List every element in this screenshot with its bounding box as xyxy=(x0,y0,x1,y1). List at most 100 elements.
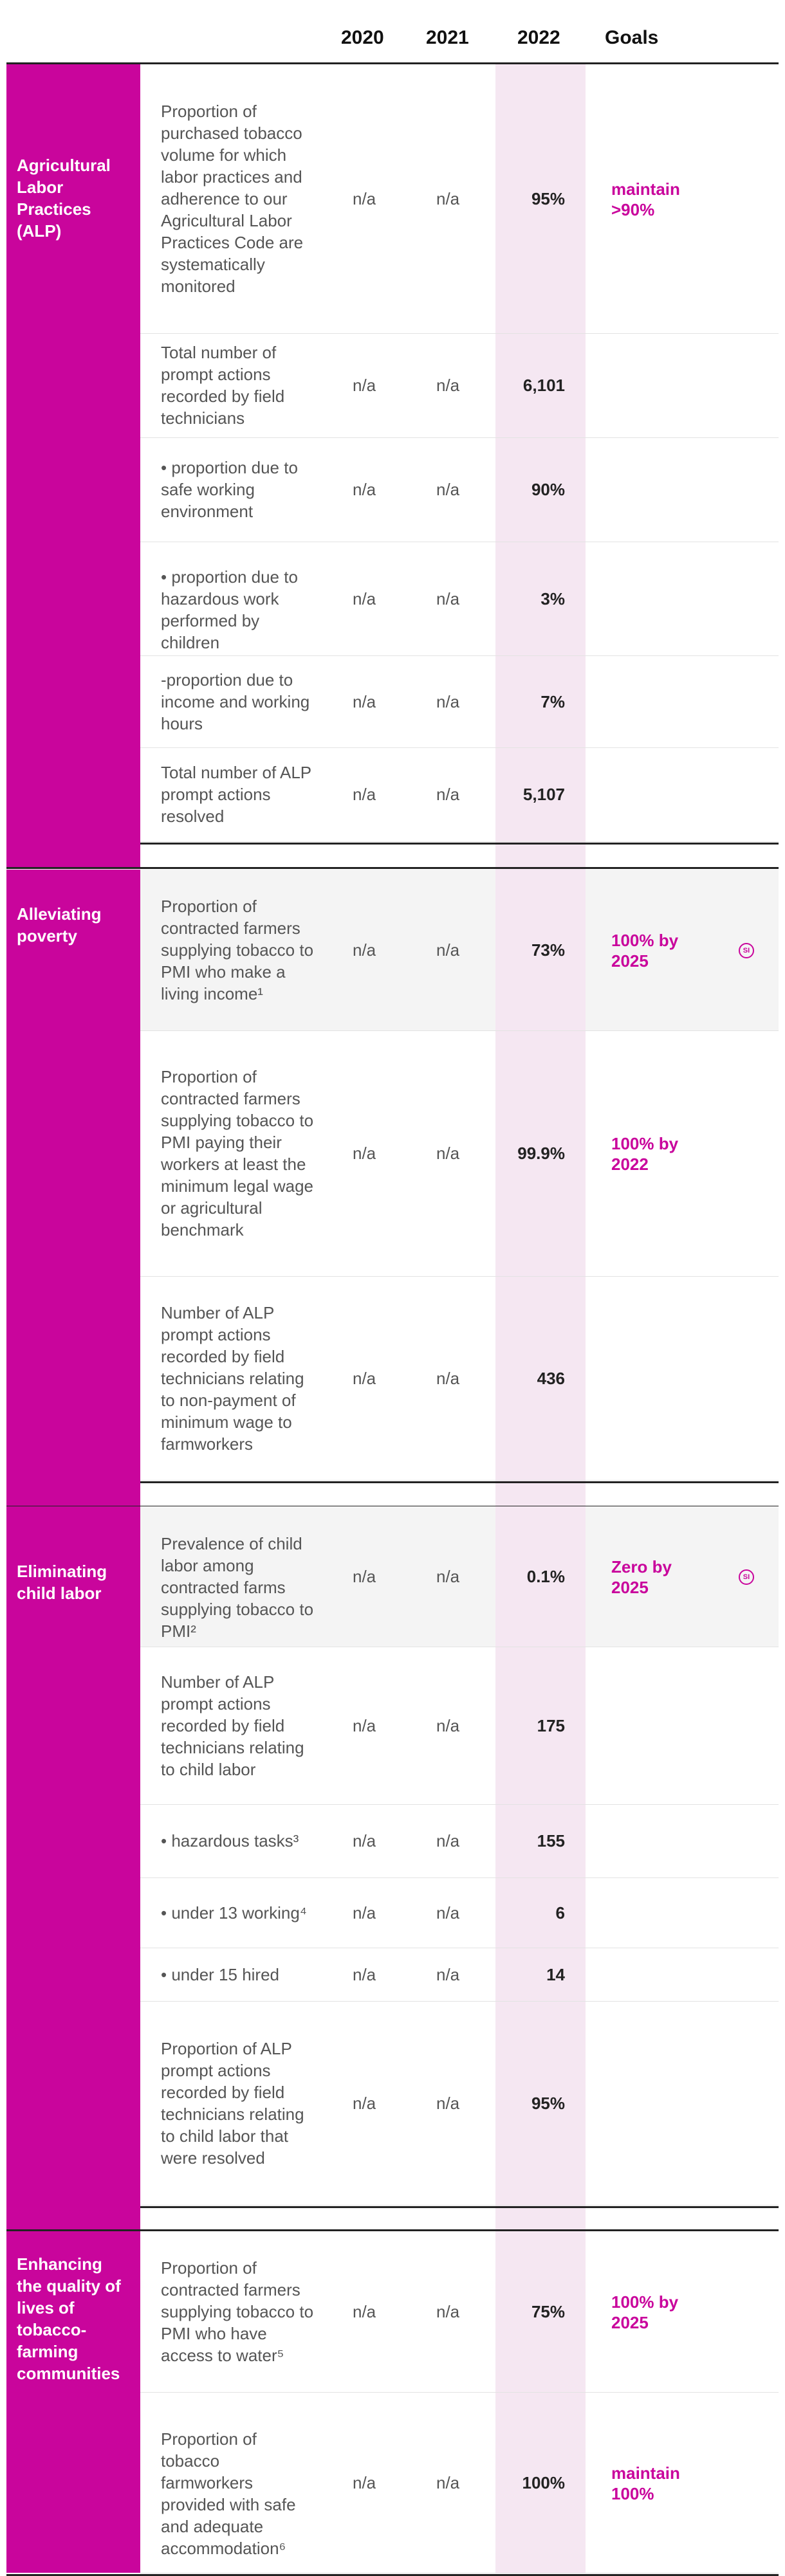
value-2020: n/a xyxy=(353,1715,376,1735)
value-2021: n/a xyxy=(436,2093,460,2113)
row-description: Proportion of purchased tobacco volume f… xyxy=(161,102,304,296)
value-2022: 95% xyxy=(531,189,565,208)
value-2021: n/a xyxy=(436,189,460,208)
value-2020: n/a xyxy=(353,1964,376,1984)
section-divider xyxy=(6,2229,779,2231)
goal-text: 100% by 2022 xyxy=(611,1134,679,1174)
sdg-icon: SI xyxy=(739,943,754,958)
value-2020: n/a xyxy=(353,2302,376,2321)
table-row: Proportion of ALP prompt actions recorde… xyxy=(140,2001,779,2206)
table-row: • proportion due to hazardous work perfo… xyxy=(140,542,779,656)
row-description: Proportion of tobacco farmworkers provid… xyxy=(161,2429,296,2558)
value-2021: n/a xyxy=(436,589,460,608)
category-cell: Alleviating poverty xyxy=(6,870,140,1480)
category-label: Agricultural Labor Practices (ALP) xyxy=(17,156,111,241)
value-2021: n/a xyxy=(436,2472,460,2492)
column-2022-highlight xyxy=(495,870,586,1030)
section: Eliminating child labor Prevalence of chi… xyxy=(6,1506,779,2206)
value-2020: n/a xyxy=(353,1567,376,1586)
column-2022-highlight xyxy=(495,1506,586,1647)
value-2022: 95% xyxy=(531,2093,565,2113)
value-2020: n/a xyxy=(353,189,376,208)
value-2022: 436 xyxy=(537,1368,565,1388)
row-description: • under 15 hired xyxy=(161,1964,280,1984)
value-2020: n/a xyxy=(353,785,376,804)
header-divider xyxy=(6,62,779,64)
row-description: Proportion of ALP prompt actions recorde… xyxy=(161,2038,304,2168)
row-description: Total number of ALP prompt actions resol… xyxy=(161,763,311,826)
value-2021: n/a xyxy=(436,1567,460,1586)
section-divider xyxy=(6,843,779,845)
section-divider xyxy=(6,2206,779,2208)
value-2021: n/a xyxy=(436,2302,460,2321)
value-2021: n/a xyxy=(436,1715,460,1735)
value-2022: 73% xyxy=(531,940,565,960)
section: Enhancing the quality of lives of tobacc… xyxy=(6,2231,779,2573)
value-2022: 7% xyxy=(540,691,565,711)
value-2021: n/a xyxy=(436,480,460,499)
value-2020: n/a xyxy=(353,2472,376,2492)
value-2022: 3% xyxy=(540,589,565,608)
value-2020: n/a xyxy=(353,691,376,711)
table-row: Number of ALP prompt actions recorded by… xyxy=(140,1647,779,1805)
category-cell: Eliminating child labor xyxy=(6,1506,140,2205)
value-2021: n/a xyxy=(436,1964,460,1984)
value-2022: 100% xyxy=(522,2472,566,2492)
table-row: • under 13 working⁴ n/a n/a 6 xyxy=(140,1877,779,1948)
value-2020: n/a xyxy=(353,589,376,608)
table-row: -proportion due to income and working ho… xyxy=(140,655,779,748)
category-label: Enhancing the quality of lives of tobacc… xyxy=(17,2254,121,2383)
value-2022: 5,107 xyxy=(522,785,565,804)
category-cell: Agricultural Labor Practices (ALP) xyxy=(6,64,140,841)
table-row: • hazardous tasks³ n/a n/a 155 xyxy=(140,1804,779,1878)
column-2022-highlight xyxy=(495,64,586,2573)
section: Alleviating poverty Proportion of contrac… xyxy=(6,870,779,1481)
table-row: Proportion of purchased tobacco volume f… xyxy=(140,64,779,334)
row-description: -proportion due to income and working ho… xyxy=(161,670,310,733)
table-header: 2020 2021 2022 Goals xyxy=(6,0,779,64)
value-2020: n/a xyxy=(353,1368,376,1388)
row-description: • proportion due to safe working environ… xyxy=(161,458,298,521)
header-2022: 2022 xyxy=(517,27,560,48)
value-2020: n/a xyxy=(353,1144,376,1163)
value-2020: n/a xyxy=(353,940,376,960)
section-gap xyxy=(6,2205,140,2229)
row-description: Number of ALP prompt actions recorded by… xyxy=(161,1302,304,1454)
value-2020: n/a xyxy=(353,1831,376,1850)
goal-text: maintain 100% xyxy=(611,2463,680,2503)
header-2020: 2020 xyxy=(341,27,384,48)
value-2021: n/a xyxy=(436,1831,460,1850)
value-2022: 75% xyxy=(531,2302,565,2321)
value-2020: n/a xyxy=(353,2093,376,2113)
value-2022: 90% xyxy=(531,480,565,499)
goal-text: maintain >90% xyxy=(611,179,680,219)
row-description: Proportion of contracted farmers supplyi… xyxy=(161,1067,314,1239)
row-description: Number of ALP prompt actions recorded by… xyxy=(161,1672,304,1779)
value-2022: 155 xyxy=(537,1831,565,1850)
table-row: • under 15 hired n/a n/a 14 xyxy=(140,1948,779,2002)
row-description: • hazardous tasks³ xyxy=(161,1831,299,1850)
table-row: Proportion of tobacco farmworkers provid… xyxy=(140,2392,779,2573)
table-row: Prevalence of child labor among contract… xyxy=(140,1506,779,1647)
table-row: Proportion of contracted farmers supplyi… xyxy=(140,1030,779,1277)
section-gap xyxy=(6,1480,140,1506)
row-description: • under 13 working⁴ xyxy=(161,1903,307,1923)
value-2021: n/a xyxy=(436,940,460,960)
row-description: • proportion due to hazardous work perfo… xyxy=(161,567,298,652)
table-row: Total number of ALP prompt actions resol… xyxy=(140,747,779,842)
value-2022: 99.9% xyxy=(517,1144,565,1163)
category-cell: Enhancing the quality of lives of tobacc… xyxy=(6,2231,140,2573)
value-2021: n/a xyxy=(436,1368,460,1388)
section-gap xyxy=(6,841,140,867)
table-row: Proportion of contracted farmers supplyi… xyxy=(140,2231,779,2393)
value-2021: n/a xyxy=(436,691,460,711)
goal-text: 100% by 2025 xyxy=(611,2292,679,2332)
row-description: Proportion of contracted farmers supplyi… xyxy=(161,2258,314,2365)
category-label: Eliminating child labor xyxy=(17,1562,107,1603)
value-2022: 175 xyxy=(537,1715,565,1735)
header-goals: Goals xyxy=(605,27,659,48)
row-description: Total number of prompt actions recorded … xyxy=(161,343,285,428)
table-row: Total number of prompt actions recorded … xyxy=(140,333,779,438)
value-2022: 6,101 xyxy=(522,376,565,395)
header-2021: 2021 xyxy=(426,27,469,48)
